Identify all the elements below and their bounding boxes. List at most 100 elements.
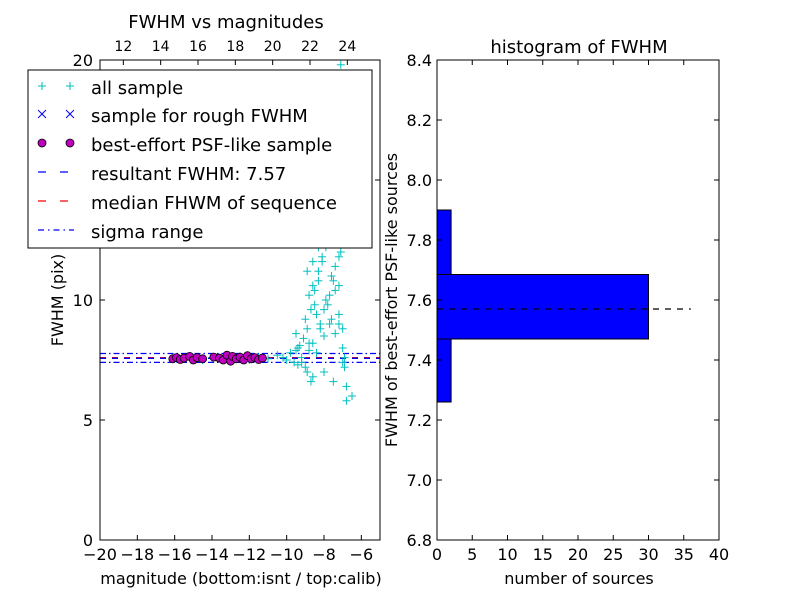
best-effort-point: [198, 354, 208, 364]
legend-marker-best-effort-1: [37, 138, 47, 148]
scatter-title: FWHM vs magnitudes: [128, 12, 323, 33]
legend-label-rough-fwhm: sample for rough FWHM: [91, 106, 308, 127]
legend-marker-rough-fwhm-1: [37, 109, 47, 119]
x-tick-label: −6: [350, 545, 374, 564]
scatter-legend: all sample sample for rough FWHM best-ef…: [27, 69, 373, 249]
top-x-tick-label: 20: [264, 39, 282, 55]
x-tick-label: −12: [232, 545, 266, 564]
all-sample-point: [306, 377, 315, 386]
hist-x-tick-label: 15: [533, 545, 553, 564]
hist-y-tick-label: 8.2: [407, 111, 432, 130]
all-sample-point: [340, 353, 349, 362]
all-sample-point: [325, 291, 334, 300]
y-tick-label: 20: [73, 51, 93, 70]
all-sample-point: [334, 281, 343, 290]
hist-y-tick-label: 6.8: [407, 531, 432, 550]
all-sample-point: [314, 276, 323, 285]
x-tick-label: −8: [312, 545, 336, 564]
hist-y-tick-label: 7.8: [407, 231, 432, 250]
histogram-y-axis-label: FWHM of best-effort PSF-like sources: [382, 153, 401, 447]
all-sample-point: [310, 300, 319, 309]
legend-label-median-fwhm: median FHWM of sequence: [91, 193, 337, 214]
top-x-tick-label: 16: [189, 39, 207, 55]
all-sample-point: [318, 257, 327, 266]
all-sample-point: [338, 324, 347, 333]
histogram-bar: [436, 338, 452, 403]
hist-y-tick-label: 7.6: [407, 291, 432, 310]
all-sample-point: [314, 267, 323, 276]
histogram-ticks: 0 5 10 15 20 25 30 35 40 6.8 7.0 7.2 7.4 7.6 7.8 8.0 8.2…: [407, 51, 730, 564]
hist-y-tick-label: 7.2: [407, 411, 432, 430]
all-sample-point: [321, 296, 330, 304]
y-tick-label: 10: [73, 291, 93, 310]
all-sample-point: [331, 329, 340, 338]
scatter-x-axis-label: magnitude (bottom:isnt / top:calib): [100, 569, 381, 588]
hist-x-tick-label: 5: [467, 545, 477, 564]
hist-y-tick-label: 7.4: [407, 351, 432, 370]
all-sample-point: [312, 348, 321, 357]
all-sample-point: [331, 262, 340, 271]
all-sample-point: [316, 324, 325, 333]
all-sample-point: [305, 291, 314, 300]
all-sample-point: [297, 358, 306, 367]
all-sample-point: [340, 363, 349, 372]
all-sample-point: [292, 329, 300, 338]
x-tick-label: −14: [195, 545, 229, 564]
all-sample-point: [334, 252, 343, 261]
hist-x-tick-label: 10: [497, 545, 517, 564]
all-sample-point: [308, 372, 317, 381]
legend-label-all-sample: all sample: [91, 78, 183, 99]
histogram-marks: [436, 209, 691, 403]
hist-x-tick-label: 25: [603, 545, 623, 564]
hist-y-tick-label: 8.4: [407, 51, 432, 70]
all-sample-point: [310, 286, 319, 295]
all-sample-point: [334, 310, 343, 319]
all-sample-point: [299, 334, 308, 343]
legend-label-sigma-range: sigma range: [91, 222, 203, 243]
all-sample-point: [305, 339, 314, 348]
all-sample-point: [303, 368, 312, 376]
legend-marker-all-sample-2: [66, 82, 74, 90]
x-tick-label: −10: [270, 545, 304, 564]
scatter-y-axis-label: FWHM (pix): [48, 254, 67, 347]
all-sample-point: [342, 396, 351, 405]
all-sample-point: [305, 346, 314, 355]
all-sample-point: [338, 344, 347, 352]
x-tick-label: −16: [158, 545, 192, 564]
all-sample-point: [338, 358, 347, 367]
all-sample-point: [312, 310, 321, 319]
all-sample-point: [329, 377, 338, 386]
all-sample-point: [293, 344, 302, 352]
x-tick-label: −18: [120, 545, 154, 564]
all-sample-point: [320, 305, 328, 314]
all-sample-point: [320, 368, 328, 376]
histogram-title: histogram of FWHM: [490, 37, 667, 58]
all-sample-point: [327, 315, 336, 324]
all-sample-point: [342, 382, 351, 391]
all-sample-point: [336, 248, 345, 256]
histogram-x-axis-label: number of sources: [504, 569, 654, 588]
legend-marker-all-sample-1: [38, 82, 46, 90]
top-x-tick-label: 12: [114, 39, 132, 55]
top-x-tick-label: 24: [338, 39, 356, 55]
legend-marker-rough-fwhm-1-b: [37, 109, 47, 119]
top-x-tick-label: 22: [301, 39, 319, 55]
hist-y-tick-label: 8.0: [407, 171, 432, 190]
hist-x-tick-label: 35: [674, 545, 694, 564]
all-sample-point: [325, 320, 334, 328]
all-sample-point: [308, 281, 317, 290]
all-sample-point: [286, 348, 295, 357]
top-x-tick-label: 14: [152, 39, 170, 55]
hist-x-tick-label: 30: [638, 545, 658, 564]
legend-marker-best-effort-2: [65, 138, 75, 148]
all-sample-point: [323, 300, 332, 309]
legend-label-best-effort: best-effort PSF-like sample: [91, 135, 332, 156]
all-sample-point: [306, 305, 315, 314]
all-sample-point: [329, 276, 338, 285]
y-tick-label: 5: [83, 411, 93, 430]
all-sample-point: [282, 356, 291, 364]
hist-x-tick-label: 0: [432, 545, 442, 564]
all-sample-point: [348, 392, 356, 400]
hist-x-tick-label: 40: [709, 545, 729, 564]
